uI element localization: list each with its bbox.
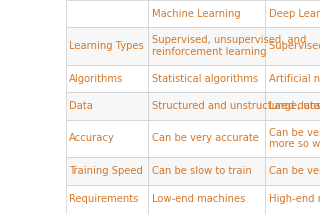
Bar [265, 120, 320, 157]
Bar [265, 65, 320, 92]
Bar [265, 157, 320, 185]
Bar [148, 27, 265, 65]
Text: Can be very accurate,
more so with large data: Can be very accurate, more so with large… [269, 128, 320, 149]
Bar [148, 0, 265, 27]
Text: Structured and unstructured data: Structured and unstructured data [152, 101, 320, 111]
Bar [66, 120, 148, 157]
Text: Can be very fast: Can be very fast [269, 166, 320, 176]
Bar [148, 157, 265, 185]
Text: Artificial neural networks: Artificial neural networks [269, 74, 320, 84]
Text: Deep Learning: Deep Learning [269, 9, 320, 19]
Bar [148, 185, 265, 214]
Bar [265, 27, 320, 65]
Text: Supervised, unsupervised, and
reinforcement learning: Supervised, unsupervised, and reinforcem… [152, 35, 307, 57]
Text: Can be slow to train: Can be slow to train [152, 166, 252, 176]
Text: Learning Types: Learning Types [69, 41, 144, 51]
Bar [66, 65, 148, 92]
Bar [66, 27, 148, 65]
Text: Can be very accurate: Can be very accurate [152, 134, 259, 143]
Text: High-end machines: High-end machines [269, 194, 320, 204]
Text: Requirements: Requirements [69, 194, 139, 204]
Bar [148, 120, 265, 157]
Text: Low-end machines: Low-end machines [152, 194, 245, 204]
Bar [66, 185, 148, 214]
Text: Training Speed: Training Speed [69, 166, 143, 176]
Text: Algorithms: Algorithms [69, 74, 124, 84]
Bar [66, 157, 148, 185]
Text: Large, unstructured data: Large, unstructured data [269, 101, 320, 111]
Bar [265, 92, 320, 120]
Text: Statistical algorithms: Statistical algorithms [152, 74, 258, 84]
Bar [265, 185, 320, 214]
Text: Data: Data [69, 101, 93, 111]
Bar [148, 92, 265, 120]
Bar [148, 65, 265, 92]
Bar [66, 92, 148, 120]
Bar [66, 0, 148, 27]
Bar [265, 0, 320, 27]
Text: Accuracy: Accuracy [69, 134, 115, 143]
Text: Supervised learning: Supervised learning [269, 41, 320, 51]
Text: Machine Learning: Machine Learning [152, 9, 241, 19]
